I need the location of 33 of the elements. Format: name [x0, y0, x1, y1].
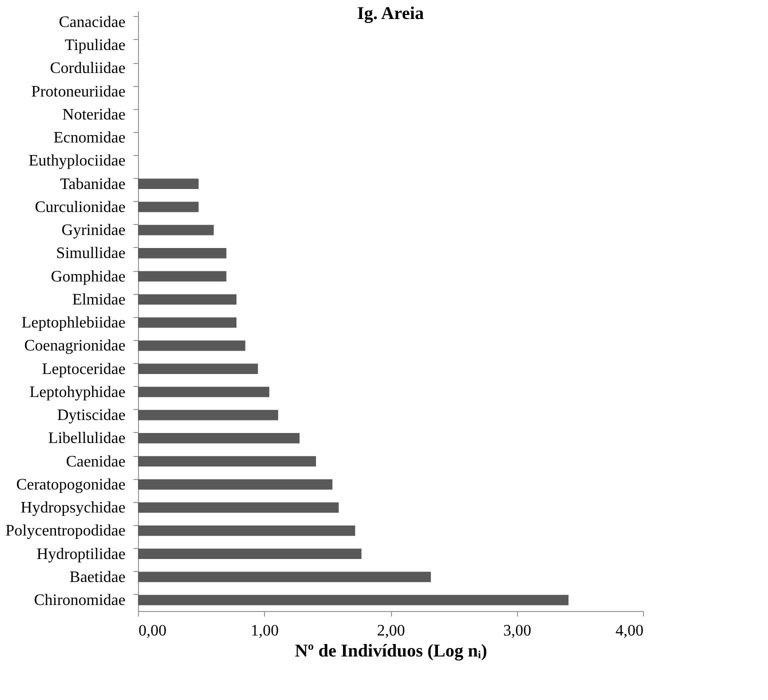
y-tick-label: Elmidae	[72, 291, 126, 308]
y-tick-label: Hydroptilidae	[36, 546, 126, 563]
y-tick-label: Caenidae	[66, 453, 126, 470]
y-tick-label: Leptoceridae	[42, 360, 126, 378]
y-tick-label: Baetidae	[70, 568, 126, 586]
chart-title: Ig. Areia	[357, 3, 424, 23]
y-tick-label: Canacidae	[58, 14, 126, 31]
y-tick-label: Ceratopogonidae	[16, 476, 126, 494]
y-tick-label: Tipulidae	[64, 37, 126, 54]
y-tick-label: Noteridae	[62, 106, 126, 124]
y-tick-label: Euthyplociidae	[28, 152, 126, 170]
y-tick-label: Polycentropodidae	[6, 522, 126, 540]
y-tick-label: Chironomidae	[34, 592, 126, 610]
x-tick-label: 1,00	[250, 622, 279, 640]
y-tick-label: Corduliidae	[50, 60, 126, 78]
x-tick-label: 2,00	[377, 622, 405, 640]
y-tick-label: Hydropsychidae	[20, 500, 126, 517]
y-tick-label: Libellulidae	[48, 430, 126, 448]
x-axis-title: Nº de Indivíduos (Log nᵢ)	[294, 640, 488, 660]
y-tick-label: Curculionidae	[34, 198, 126, 216]
x-tick-label: 4,00	[616, 622, 644, 640]
y-tick-label: Simullidae	[56, 245, 126, 262]
y-tick-label: Protoneuriidae	[31, 83, 126, 100]
x-tick-label: 3,00	[503, 622, 532, 640]
y-tick-label: Leptophlebiidae	[22, 314, 126, 332]
x-tick-label: 0,00	[138, 622, 166, 640]
y-tick-label: Gomphidae	[50, 268, 126, 286]
y-tick-label: Tabanidae	[60, 176, 126, 193]
y-tick-label: Ecnomidae	[54, 130, 126, 147]
y-tick-label: Leptohyphidae	[30, 384, 126, 401]
y-tick-label: Coenagrionidae	[24, 338, 126, 355]
y-tick-label: Dytiscidae	[57, 407, 126, 424]
y-tick-label: Gyrinidae	[62, 222, 126, 240]
